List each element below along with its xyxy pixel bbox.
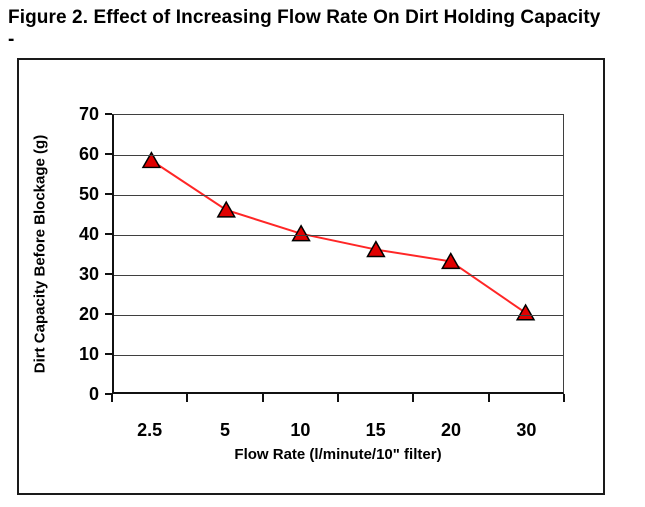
y-tick-30 — [105, 273, 112, 275]
y-tick-40 — [105, 233, 112, 235]
y-tick-50 — [105, 193, 112, 195]
x-tick-label-10: 10 — [290, 420, 311, 440]
gridline-y-30 — [114, 275, 563, 276]
x-tick-label-30: 30 — [516, 420, 537, 440]
data-point-marker-15 — [366, 240, 386, 258]
data-point-marker-30 — [515, 303, 536, 321]
plot-area — [112, 114, 564, 394]
x-tick-4 — [412, 394, 414, 402]
gridline-y-20 — [114, 315, 563, 316]
line-series — [141, 151, 536, 321]
gridline-y-40 — [114, 235, 563, 236]
y-tick-label-40: 40 — [78, 224, 99, 244]
data-point-marker-2.5 — [141, 151, 162, 169]
x-tick-6 — [563, 394, 565, 402]
y-tick-label-20: 20 — [78, 304, 99, 324]
y-tick-label-70: 70 — [78, 104, 99, 124]
data-point-marker-5 — [216, 200, 236, 218]
y-tick-0 — [105, 393, 112, 395]
y-tick-label-0: 0 — [88, 384, 99, 404]
x-tick-label-15: 15 — [365, 420, 386, 440]
x-tick-label-5: 5 — [219, 420, 230, 440]
x-tick-5 — [488, 394, 490, 402]
y-tick-label-10: 10 — [78, 344, 99, 364]
data-point-marker-10 — [291, 224, 311, 242]
x-tick-label-20: 20 — [440, 420, 462, 440]
y-tick-70 — [105, 113, 112, 115]
y-tick-20 — [105, 313, 112, 315]
y-tick-60 — [105, 153, 112, 155]
y-tick-10 — [105, 353, 112, 355]
series-line-0 — [150, 159, 527, 314]
x-tick-0 — [111, 394, 113, 402]
gridline-y-60 — [114, 155, 563, 156]
gridline-y-10 — [114, 355, 563, 356]
y-tick-label-30: 30 — [78, 264, 99, 284]
y-tick-label-60: 60 — [78, 144, 99, 164]
y-tick-label-50: 50 — [78, 184, 99, 204]
chart-frame: Dirt Capacity Before Blockage (g) Flow R… — [17, 58, 605, 495]
gridline-y-50 — [114, 195, 563, 196]
x-tick-2 — [262, 394, 264, 402]
data-point-marker-20 — [441, 251, 461, 270]
x-tick-label-2.5: 2.5 — [137, 420, 163, 440]
y-axis-title: Dirt Capacity Before Blockage (g) — [31, 134, 49, 374]
x-axis-title: Flow Rate (l/minute/10" filter) — [234, 446, 442, 463]
x-tick-3 — [337, 394, 339, 402]
figure-title-dash: - — [8, 29, 15, 50]
x-tick-1 — [186, 394, 188, 402]
figure-title: Figure 2. Effect of Increasing Flow Rate… — [8, 7, 601, 28]
